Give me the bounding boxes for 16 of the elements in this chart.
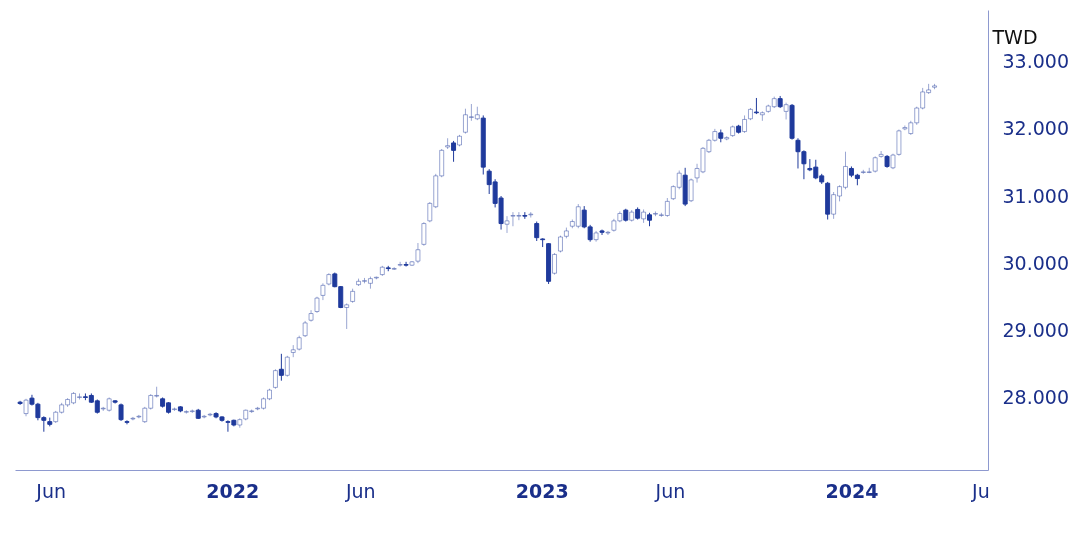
y-tick-label: 31.000 — [1002, 184, 1069, 207]
y-tick-label: 32.000 — [1002, 117, 1069, 140]
y-tick-label: 29.000 — [1002, 318, 1069, 341]
x-tick-label: Ju — [971, 479, 990, 502]
x-tick-label: 2023 — [515, 479, 569, 502]
x-tick-label: 2022 — [206, 479, 260, 502]
x-tick-label: Jun — [344, 479, 376, 502]
y-axis-title: TWD — [991, 25, 1038, 48]
candlestick — [534, 221, 540, 242]
x-tick-label: Jun — [35, 479, 66, 502]
y-tick-label: 30.000 — [1002, 251, 1069, 274]
x-tick-label: 2024 — [825, 479, 879, 502]
candlestick — [124, 419, 130, 425]
x-tick-label: Jun — [654, 479, 686, 502]
y-tick-label: 33.000 — [1002, 50, 1069, 73]
y-tick-label: 28.000 — [1002, 385, 1069, 408]
